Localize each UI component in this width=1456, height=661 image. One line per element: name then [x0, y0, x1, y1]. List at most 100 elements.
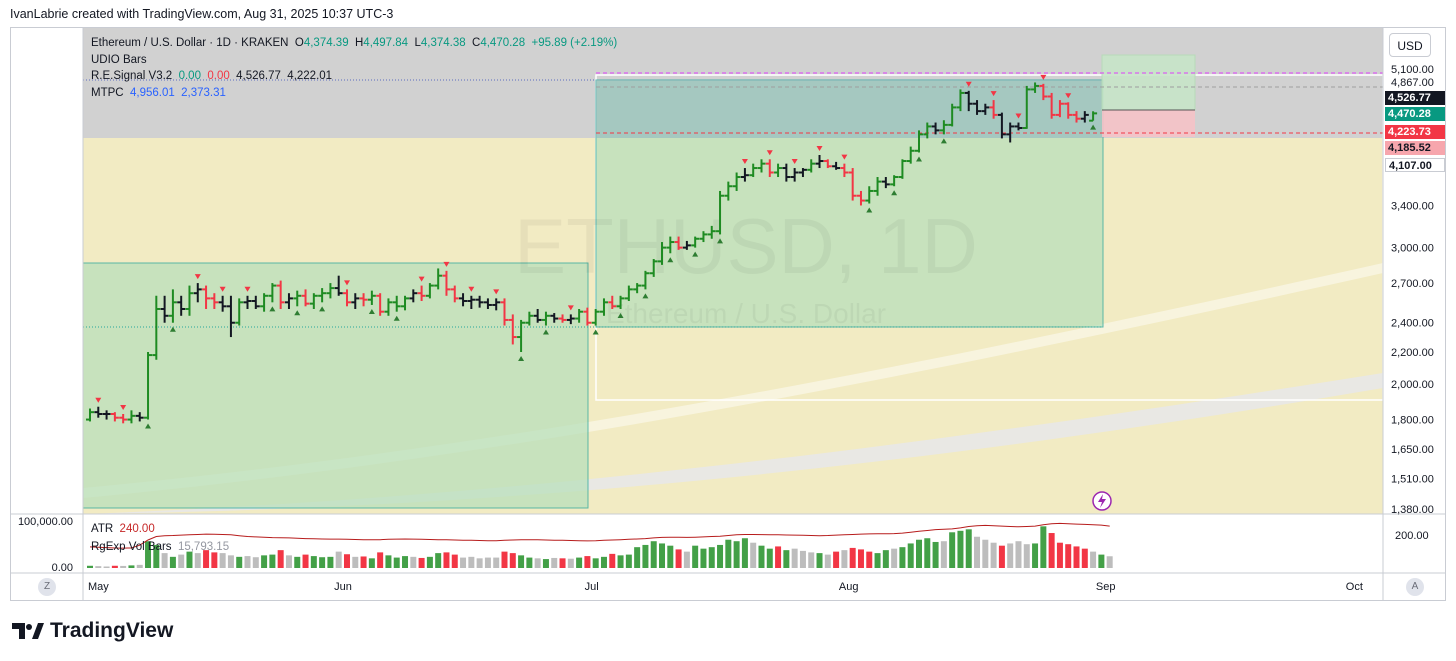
ohlc-bar[interactable]	[417, 285, 426, 302]
ohlc-bar[interactable]	[318, 288, 327, 303]
ohlc-bar[interactable]	[575, 308, 584, 323]
ohlc-bar[interactable]	[401, 295, 410, 311]
ohlc-bar[interactable]	[367, 290, 376, 305]
ohlc-bar[interactable]	[633, 283, 642, 294]
vol-legend[interactable]: RgExp Vol Bars 15,793.15	[91, 541, 229, 553]
ohlc-bar[interactable]	[210, 293, 219, 309]
ohlc-bar[interactable]	[1039, 83, 1048, 101]
ohlc-bar[interactable]	[832, 161, 841, 170]
ohlc-bar[interactable]	[483, 298, 492, 309]
ohlc-bar[interactable]	[807, 159, 816, 173]
ohlc-bar[interactable]	[798, 168, 807, 178]
ohlc-bar[interactable]	[467, 295, 476, 309]
ohlc-bar[interactable]	[160, 295, 169, 323]
ohlc-bar[interactable]	[475, 295, 484, 308]
ohlc-bar[interactable]	[541, 311, 550, 326]
ohlc-bar[interactable]	[873, 177, 882, 196]
ohlc-bar[interactable]	[989, 100, 998, 119]
legend-udio[interactable]: UDIO Bars	[91, 54, 147, 66]
ohlc-bar[interactable]	[425, 283, 434, 299]
chart-canvas[interactable]: ETHUSD, 1D Ethereum / U.S. Dollar 5,100.00…	[11, 28, 1446, 601]
ohlc-bar[interactable]	[716, 190, 725, 235]
ohlc-bar[interactable]	[376, 293, 385, 316]
ohlc-bar[interactable]	[724, 181, 733, 201]
ohlc-bar[interactable]	[749, 163, 758, 178]
ohlc-bar[interactable]	[293, 290, 302, 307]
ohlc-bar[interactable]	[641, 270, 650, 290]
ohlc-bar[interactable]	[774, 163, 783, 178]
legend-resignal[interactable]: R.E.Signal V3.2 0.00 0.00 4,526.77 4,222…	[91, 70, 332, 82]
ohlc-bar[interactable]	[939, 120, 948, 135]
ohlc-bar[interactable]	[906, 146, 915, 164]
ohlc-bar[interactable]	[890, 175, 899, 187]
ohlc-bar[interactable]	[823, 159, 832, 169]
ohlc-bar[interactable]	[127, 410, 136, 424]
ohlc-bar[interactable]	[732, 172, 741, 191]
ohlc-bar[interactable]	[649, 259, 658, 277]
ohlc-bar[interactable]	[591, 308, 600, 326]
ohlc-bar[interactable]	[251, 295, 260, 309]
ohlc-bar[interactable]	[235, 298, 244, 326]
log-scale-toggle[interactable]: Z	[38, 578, 56, 596]
ohlc-bar[interactable]	[997, 112, 1006, 139]
ohlc-bar[interactable]	[326, 283, 335, 299]
ohlc-bar[interactable]	[144, 352, 153, 420]
ohlc-bar[interactable]	[707, 225, 716, 239]
ohlc-bar[interactable]	[1064, 102, 1073, 119]
ohlc-bar[interactable]	[409, 289, 418, 303]
ohlc-bar[interactable]	[508, 314, 517, 345]
ohlc-bar[interactable]	[218, 295, 227, 312]
ohlc-bar[interactable]	[517, 319, 526, 353]
ohlc-bar[interactable]	[973, 100, 982, 115]
ohlc-bar[interactable]	[301, 289, 310, 307]
ohlc-bar[interactable]	[915, 130, 923, 153]
chart-frame[interactable]: ETHUSD, 1D Ethereum / U.S. Dollar 5,100.00…	[10, 27, 1446, 601]
ohlc-bar[interactable]	[94, 406, 103, 418]
ohlc-bar[interactable]	[86, 408, 94, 422]
ohlc-bar[interactable]	[956, 89, 965, 112]
ohlc-bar[interactable]	[276, 280, 285, 309]
ohlc-bar[interactable]	[185, 285, 194, 316]
ohlc-bar[interactable]	[682, 240, 691, 250]
ohlc-bar[interactable]	[1080, 111, 1089, 123]
ohlc-bar[interactable]	[1047, 92, 1056, 119]
ohlc-bar[interactable]	[616, 295, 625, 309]
ohlc-bar[interactable]	[740, 168, 749, 182]
ohlc-bar[interactable]	[608, 295, 617, 309]
ohlc-bar[interactable]	[550, 313, 559, 323]
ohlc-bar[interactable]	[923, 122, 932, 139]
ohlc-bar[interactable]	[856, 190, 865, 206]
ohlc-bar[interactable]	[177, 295, 186, 316]
ohlc-bar[interactable]	[442, 270, 451, 296]
ohlc-bar[interactable]	[1072, 111, 1081, 123]
ohlc-bar[interactable]	[533, 308, 542, 323]
ohlc-bar[interactable]	[392, 295, 401, 312]
ohlc-bar[interactable]	[865, 186, 874, 204]
ohlc-bar[interactable]	[599, 298, 608, 316]
ohlc-bar[interactable]	[948, 103, 957, 127]
ohlc-bar[interactable]	[135, 412, 144, 422]
ohlc-bar[interactable]	[624, 285, 633, 302]
ohlc-bar[interactable]	[492, 298, 501, 311]
ohlc-bar[interactable]	[566, 314, 575, 325]
ohlc-bar[interactable]	[384, 298, 393, 316]
ohlc-bar[interactable]	[500, 298, 509, 326]
ohlc-bar[interactable]	[284, 293, 293, 309]
ohlc-bar[interactable]	[848, 168, 857, 201]
ohlc-bar[interactable]	[964, 90, 973, 112]
ohlc-bar[interactable]	[691, 236, 700, 248]
ohlc-bar[interactable]	[459, 293, 468, 307]
ohlc-bar[interactable]	[342, 289, 351, 307]
ohlc-bar[interactable]	[658, 242, 667, 265]
ohlc-bar[interactable]	[226, 295, 235, 338]
ohlc-bar[interactable]	[1089, 111, 1098, 122]
ohlc-bar[interactable]	[334, 275, 343, 296]
ohlc-bar[interactable]	[450, 285, 459, 303]
ohlc-bar[interactable]	[110, 412, 119, 422]
ohlc-bar[interactable]	[699, 231, 708, 243]
ohlc-bar[interactable]	[666, 236, 675, 254]
ohlc-bar[interactable]	[202, 285, 211, 309]
ohlc-bar[interactable]	[840, 163, 849, 178]
legend-mtpc[interactable]: MTPC 4,956.01 2,373.31	[91, 87, 226, 99]
ohlc-bar[interactable]	[193, 283, 202, 303]
